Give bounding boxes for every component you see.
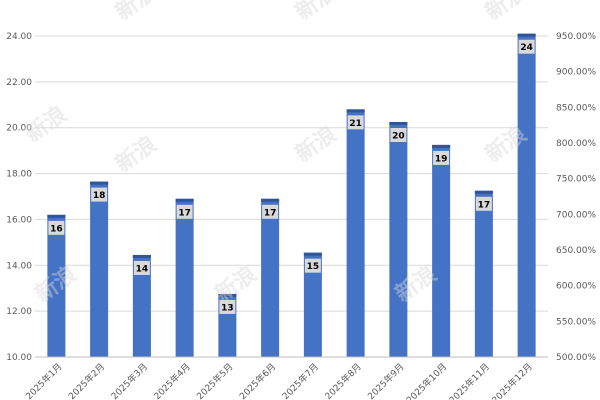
y-tick-label: 22.00 <box>6 78 32 88</box>
data-label: 17 <box>478 200 491 210</box>
bar <box>261 198 280 357</box>
data-label: 19 <box>435 154 448 164</box>
data-label-box <box>518 39 535 54</box>
data-label: 14 <box>136 264 149 274</box>
bar <box>90 181 109 357</box>
x-tick-label: 2025年1月 <box>23 361 64 400</box>
x-tick-label: 2025年11月 <box>446 361 492 400</box>
y2-tick-label: 900.00% <box>556 68 596 78</box>
x-tick-label: 2025年2月 <box>66 361 107 400</box>
data-label-box <box>219 299 236 314</box>
y2-tick-label: 650.00% <box>556 246 596 256</box>
bar <box>474 190 493 357</box>
y2-tick-label: 700.00% <box>556 210 596 220</box>
bar <box>432 144 451 357</box>
y-axis-right: 500.00% 550.00% 600.00% 650.00% 700.00% 750.0… <box>556 32 596 363</box>
x-tick-label: 2025年6月 <box>237 361 278 400</box>
bar <box>303 252 322 357</box>
data-label: 17 <box>264 208 277 218</box>
y2-tick-label: 750.00% <box>556 175 596 185</box>
bar <box>346 109 365 357</box>
y-tick-label: 10.00 <box>6 353 32 363</box>
data-label: 15 <box>307 262 320 272</box>
data-label-box <box>304 258 321 273</box>
y2-tick-label: 500.00% <box>556 353 596 363</box>
bar <box>132 254 151 357</box>
watermark-text: 新浪 <box>21 101 72 148</box>
bar <box>389 121 408 357</box>
data-label: 20 <box>392 131 405 141</box>
x-tick-label: 2025年7月 <box>280 361 321 400</box>
bar-cap <box>389 121 408 125</box>
data-label-box <box>262 204 279 219</box>
y-tick-label: 18.00 <box>6 170 32 180</box>
y-tick-label: 20.00 <box>6 124 32 134</box>
data-label-box <box>390 127 407 142</box>
y-tick-label: 12.00 <box>6 307 32 317</box>
bar <box>175 198 194 357</box>
data-label-box <box>176 204 193 219</box>
data-label-box <box>133 260 150 275</box>
watermark-text: 新浪 <box>481 0 532 26</box>
data-label: 24 <box>520 43 533 53</box>
x-axis: 2025年1月 2025年2月 2025年3月 2025年4月 2025年5月 2025年… <box>23 356 548 400</box>
x-tick-label: 2025年4月 <box>151 361 192 400</box>
x-tick-label: 2025年10月 <box>404 361 450 400</box>
data-label-box <box>48 220 65 235</box>
data-label-box <box>91 187 108 202</box>
x-tick-label: 2025年3月 <box>109 361 150 400</box>
bar-cap <box>175 198 194 202</box>
bar-cap <box>47 214 66 218</box>
bar-series: 16 18 14 17 13 17 15 21 20 19 17 24 <box>47 33 536 357</box>
bar-cap <box>132 254 151 258</box>
x-tick-label: 2025年8月 <box>322 361 363 400</box>
y2-tick-label: 600.00% <box>556 282 596 292</box>
y-tick-label: 14.00 <box>6 261 32 271</box>
watermark-text: 新浪 <box>291 0 342 26</box>
y-tick-label: 24.00 <box>6 32 32 42</box>
y2-tick-label: 550.00% <box>556 317 596 327</box>
data-label: 18 <box>93 191 106 201</box>
y2-tick-label: 800.00% <box>556 139 596 149</box>
data-label: 17 <box>178 208 191 218</box>
bar-cap <box>303 252 322 256</box>
watermark-text: 新浪 <box>111 0 162 26</box>
bar-cap <box>474 190 493 194</box>
x-tick-label: 2025年5月 <box>194 361 235 400</box>
bar-cap <box>90 181 109 185</box>
bar-cap <box>346 109 365 113</box>
data-label: 16 <box>50 224 63 234</box>
y-tick-label: 16.00 <box>6 215 32 225</box>
bar-cap <box>432 144 451 148</box>
bar-cap <box>218 293 237 297</box>
bar-cap <box>517 33 536 37</box>
data-label-box <box>433 150 450 165</box>
bar-cap <box>261 198 280 202</box>
gridlines <box>35 35 548 358</box>
data-label-box <box>347 115 364 130</box>
data-label: 13 <box>221 303 234 313</box>
data-label: 21 <box>349 119 362 129</box>
data-label-box <box>475 196 492 211</box>
y2-tick-label: 850.00% <box>556 103 596 113</box>
x-tick-label: 2025年12月 <box>489 361 535 400</box>
watermark-text: 新浪 <box>111 131 162 178</box>
bar <box>47 214 66 357</box>
y2-tick-label: 950.00% <box>556 32 596 42</box>
bar <box>517 33 536 357</box>
y-axis-left: 10.00 12.00 14.00 16.00 18.00 20.00 22.00 24.00 <box>6 32 32 363</box>
x-tick-label: 2025年9月 <box>365 361 406 400</box>
